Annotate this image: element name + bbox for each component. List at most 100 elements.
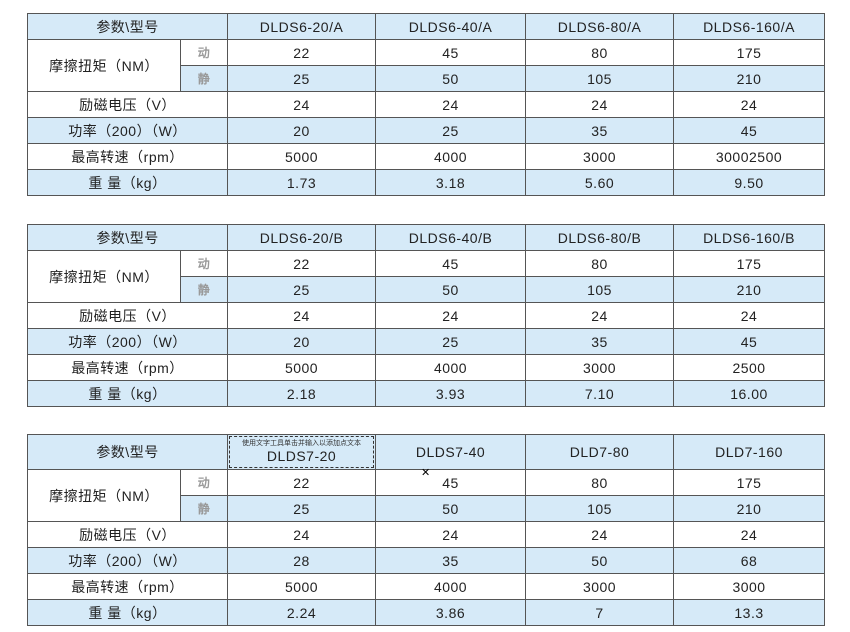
torque-label: 摩擦扭矩（NM）	[27, 39, 181, 92]
row-label: 重 量（kg）	[26, 599, 229, 626]
spec-row: 励磁电压（V） 24 24 24 24	[26, 302, 826, 329]
spec-row: 功率（200）（W） 20 25 35 45	[26, 117, 826, 144]
value-cell: 3000	[673, 573, 826, 600]
value-cell: 24	[673, 521, 826, 548]
header-label: 参数\型号	[26, 434, 229, 470]
row-label: 功率（200）（W）	[26, 547, 229, 574]
model-header: DLDS6-40/B	[375, 224, 527, 251]
model-header: DLDS6-160/A	[673, 13, 826, 40]
value-cell: 80	[525, 469, 675, 496]
spec-row: 最高转速（rpm） 5000 4000 3000 30002500	[26, 143, 826, 170]
static-icon: 静	[179, 495, 229, 522]
value-cell: 50	[375, 65, 527, 92]
value-cell: 80	[525, 39, 675, 66]
model-header: DLDS6-20/A	[227, 13, 377, 40]
header-row: 参数\型号 使用文字工具单击并输入以添加点文本 DLDS7-20 DLDS7-40 DL…	[26, 434, 826, 470]
row-label: 励磁电压（V）	[26, 521, 229, 548]
value-cell: 24	[227, 302, 377, 329]
row-label: 重 量（kg）	[26, 169, 229, 196]
value-cell: 24	[525, 91, 675, 118]
row-label: 最高转速（rpm）	[26, 354, 229, 381]
model-header: DLDS6-20/B	[227, 224, 377, 251]
value-cell: 9.50	[673, 169, 826, 196]
spec-table: 参数\型号 使用文字工具单击并输入以添加点文本 DLDS7-20 DLDS7-40 DL…	[26, 434, 826, 626]
value-cell: 210	[673, 495, 826, 522]
value-cell: 175	[673, 250, 826, 277]
row-label: 功率（200）（W）	[26, 328, 229, 355]
value-cell: 210	[673, 276, 826, 303]
header-row: 参数\型号 DLDS6-20/A DLDS6-40/A DLDS6-80/A DLDS6…	[26, 13, 826, 40]
dynamic-icon: 动	[179, 39, 229, 66]
torque-dynamic-row: 摩擦扭矩（NM）动 22 45 80 175	[27, 469, 826, 522]
value-cell: 3.18	[375, 169, 527, 196]
value-cell: 7	[525, 599, 675, 626]
value-cell: 24	[375, 91, 527, 118]
model-header: DLD7-160	[673, 434, 826, 470]
torque-static-row: 静 25 50 105 210	[28, 495, 826, 522]
value-cell: 3000	[525, 573, 675, 600]
row-label: 功率（200）（W）	[26, 117, 229, 144]
value-cell: 24	[525, 521, 675, 548]
value-cell: 4000	[375, 573, 527, 600]
value-cell: 24	[525, 302, 675, 329]
torque-static-row: 静 25 50 105 210	[28, 276, 826, 303]
model-header: DLDS6-40/A	[375, 13, 527, 40]
value-cell: 45	[673, 117, 826, 144]
value-cell: 105	[525, 495, 675, 522]
torque-label: 摩擦扭矩（NM）	[27, 469, 181, 522]
value-cell: 210	[673, 65, 826, 92]
value-cell: 20	[227, 328, 377, 355]
value-cell: 5000	[227, 143, 377, 170]
text-box-selection[interactable]	[229, 436, 375, 468]
value-cell: 68	[673, 547, 826, 574]
static-icon: 静	[179, 65, 229, 92]
static-icon: 静	[179, 276, 229, 303]
value-cell: 24	[227, 521, 377, 548]
value-cell: 105	[525, 276, 675, 303]
row-label: 励磁电压（V）	[26, 91, 229, 118]
value-cell: 24	[375, 302, 527, 329]
value-cell: 4000	[375, 143, 527, 170]
spec-row: 最高转速（rpm） 5000 4000 3000 2500	[26, 354, 826, 381]
value-cell: 175	[673, 469, 826, 496]
value-cell: 25	[227, 276, 377, 303]
value-cell: 45	[375, 39, 527, 66]
value-cell: 24	[227, 91, 377, 118]
value-cell: 22	[227, 39, 377, 66]
value-cell: 45	[375, 469, 527, 496]
value-cell: 80	[525, 250, 675, 277]
header-row: 参数\型号 DLDS6-20/B DLDS6-40/B DLDS6-80/B DLDS6…	[26, 224, 826, 251]
spec-row: 重 量（kg） 2.18 3.93 7.10 16.00	[26, 380, 826, 407]
value-cell: 35	[525, 328, 675, 355]
value-cell: 2.24	[227, 599, 377, 626]
value-cell: 2.18	[227, 380, 377, 407]
row-label: 最高转速（rpm）	[26, 143, 229, 170]
value-cell: 5.60	[525, 169, 675, 196]
value-cell: 25	[375, 117, 527, 144]
value-cell: 45	[673, 328, 826, 355]
value-cell: 24	[375, 521, 527, 548]
value-cell: 5000	[227, 354, 377, 381]
value-cell: 20	[227, 117, 377, 144]
value-cell: 35	[525, 117, 675, 144]
value-cell: 22	[227, 469, 377, 496]
model-header: DLD7-80	[525, 434, 675, 470]
model-header: DLDS6-160/B	[673, 224, 826, 251]
value-cell: 35	[375, 547, 527, 574]
value-cell: 2500	[673, 354, 826, 381]
value-cell: 3000	[525, 143, 675, 170]
value-cell: 25	[227, 495, 377, 522]
value-cell: 24	[673, 91, 826, 118]
spec-row: 功率（200）（W） 28 35 50 68	[26, 547, 826, 574]
value-cell: 3.86	[375, 599, 527, 626]
row-label: 励磁电压（V）	[26, 302, 229, 329]
value-cell: 30002500	[673, 143, 826, 170]
spec-row: 励磁电压（V） 24 24 24 24	[26, 91, 826, 118]
dynamic-icon: 动	[179, 250, 229, 277]
torque-dynamic-row: 摩擦扭矩（NM）动 22 45 80 175	[27, 250, 826, 303]
text-box-placeholder: 使用文字工具单击并输入以添加点文本	[242, 440, 362, 447]
value-cell: 175	[673, 39, 826, 66]
value-cell: 28	[227, 547, 377, 574]
value-cell: 22	[227, 250, 377, 277]
cursor-icon: ✕	[421, 467, 431, 479]
